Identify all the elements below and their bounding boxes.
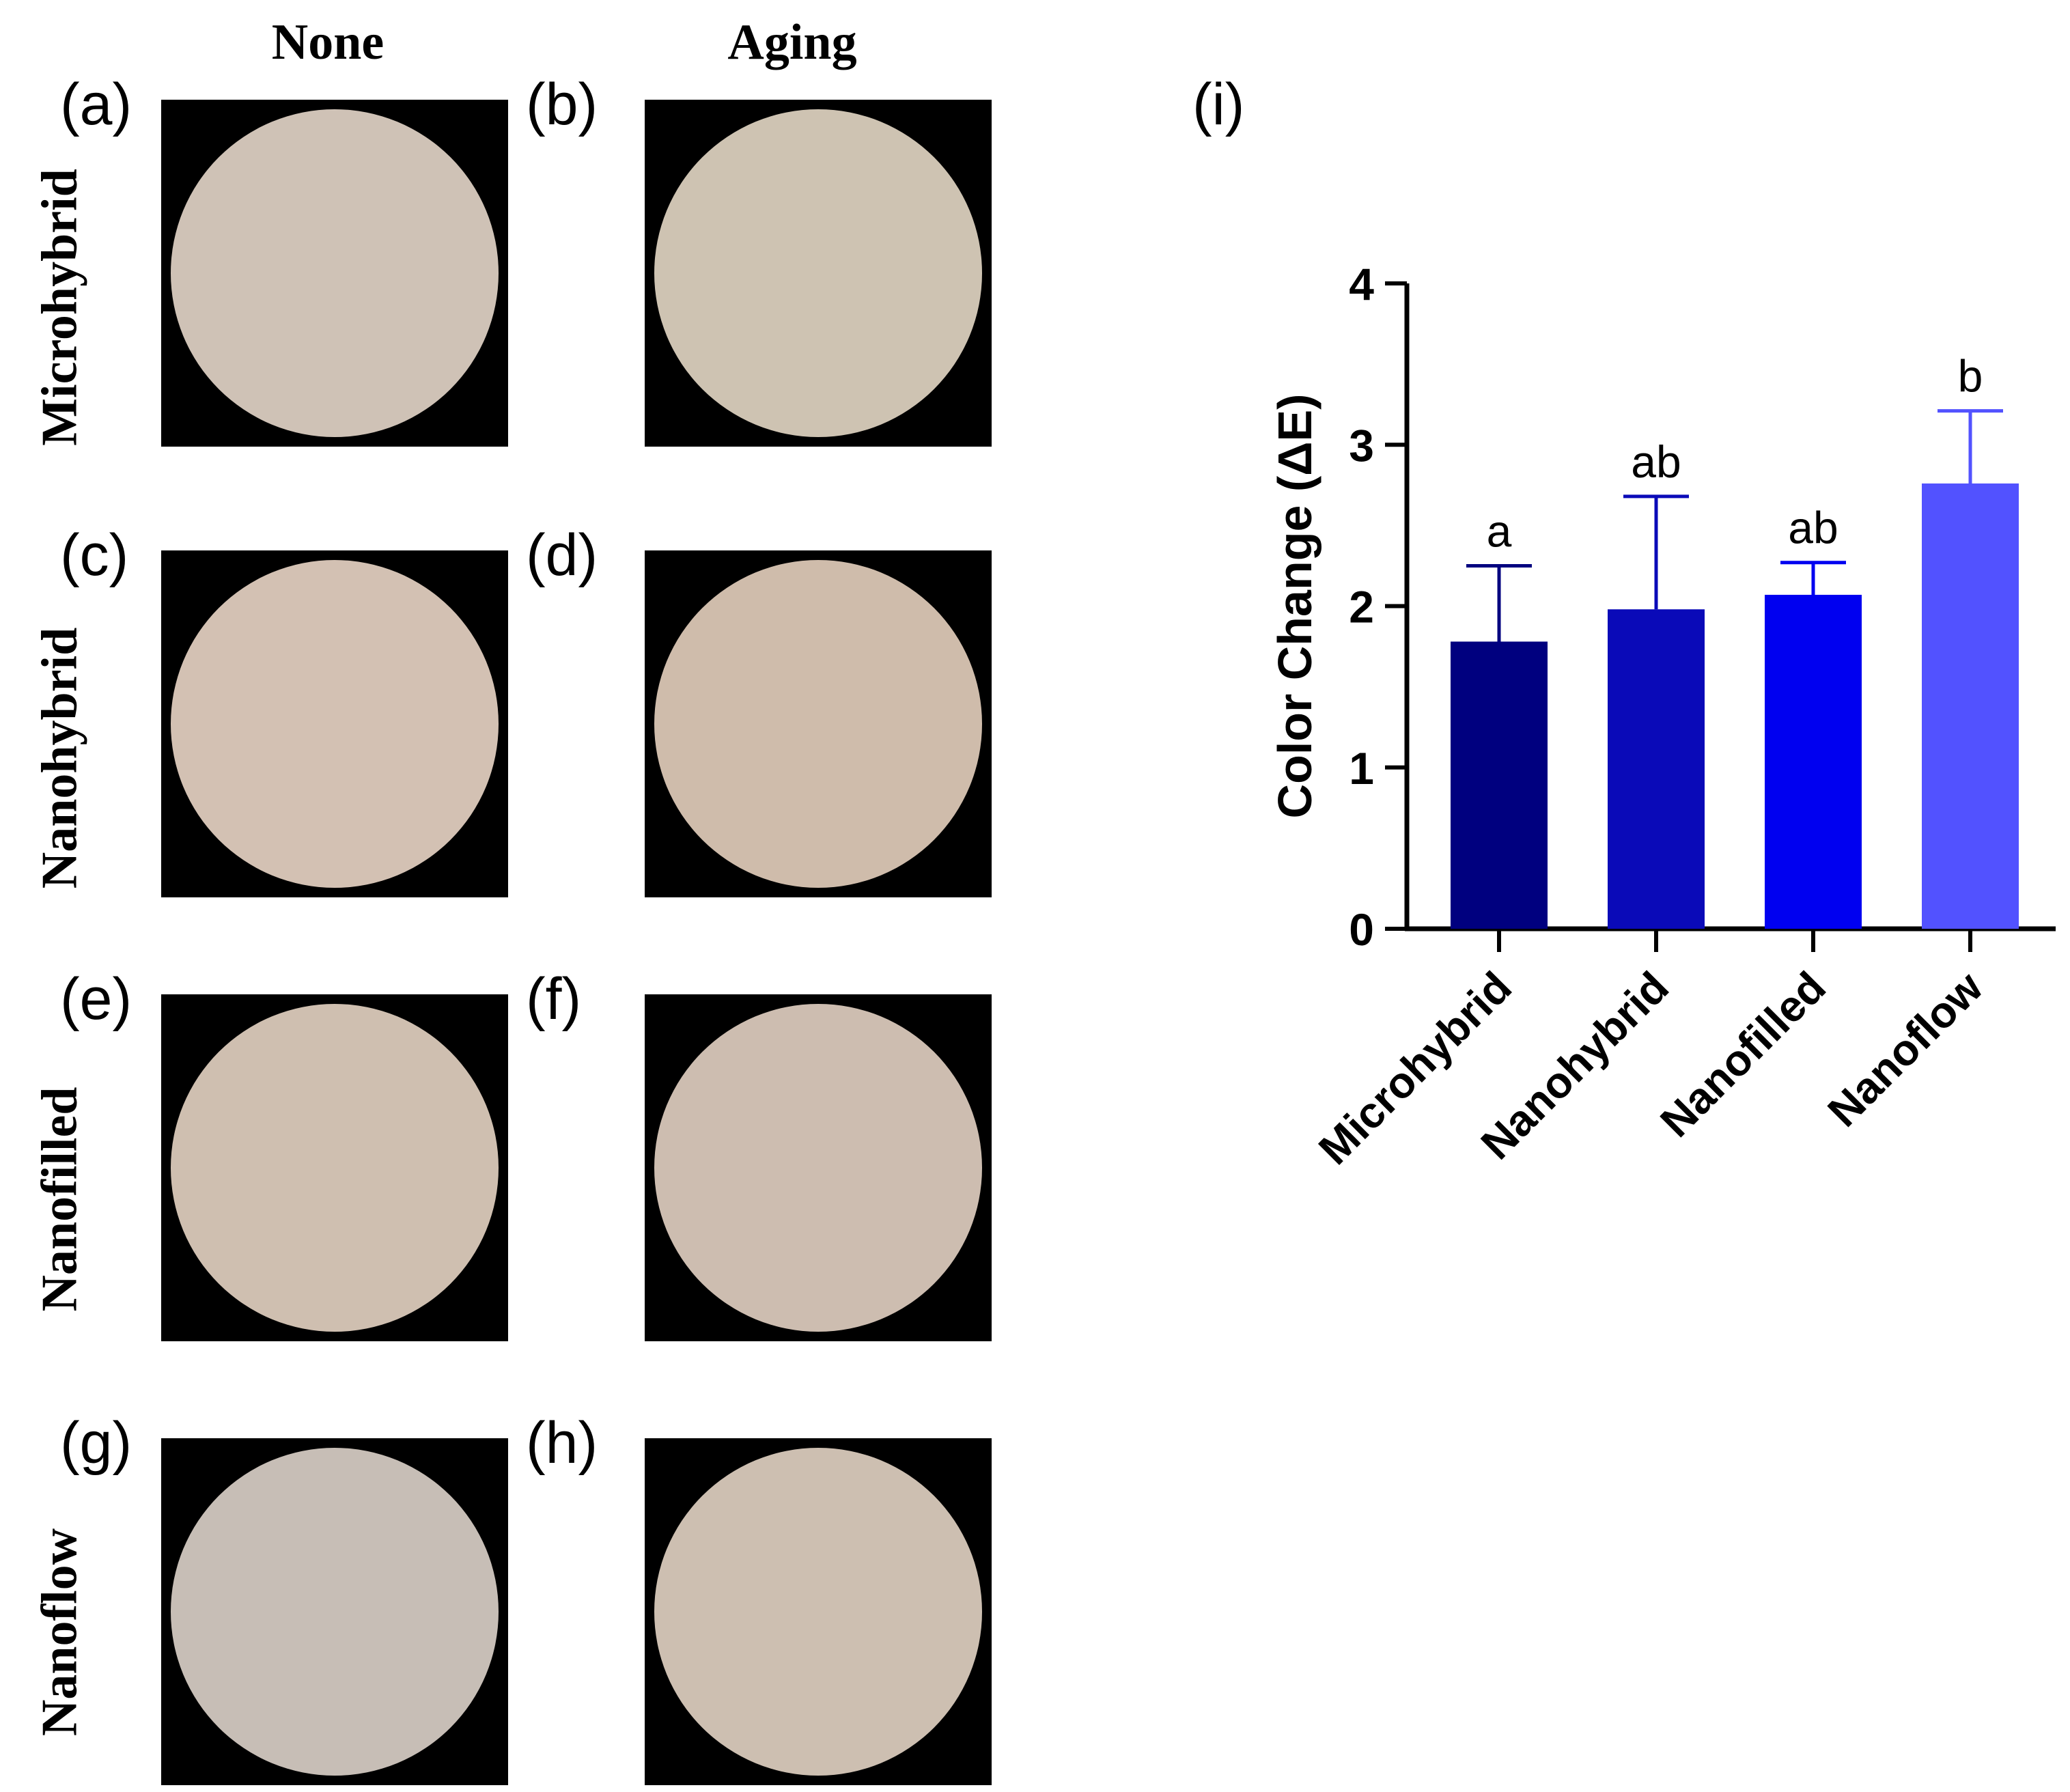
sample-disk <box>171 1004 499 1332</box>
panel-label-b: (b) <box>526 72 598 137</box>
sample-photo-d <box>645 550 992 897</box>
significance-label: a <box>1487 505 1512 556</box>
panel-label-h: (h) <box>526 1410 598 1476</box>
sample-photo-f <box>645 994 992 1341</box>
significance-label: ab <box>1631 436 1681 487</box>
row-label-microhybrid: Microhybrid <box>31 169 88 446</box>
column-header-aging: Aging <box>727 14 857 70</box>
sample-disk <box>654 560 982 888</box>
sample-disk <box>654 109 982 437</box>
y-tick-label: 3 <box>1349 420 1374 471</box>
sample-photo-a <box>161 100 508 447</box>
sample-photo-b <box>645 100 992 447</box>
bar-nanoflow <box>1922 483 2019 929</box>
panel-label-d: (d) <box>526 522 598 588</box>
bar-microhybrid <box>1451 641 1548 929</box>
sample-disk <box>654 1004 982 1332</box>
y-tick-label: 1 <box>1349 743 1374 794</box>
row-label-nanofilled: Nanofilled <box>31 1087 88 1312</box>
bar-nanohybrid <box>1608 609 1705 929</box>
sample-disk <box>171 1448 499 1776</box>
sample-photo-c <box>161 550 508 897</box>
panel-label-a: (a) <box>60 72 132 137</box>
significance-label: b <box>1958 351 1983 402</box>
significance-label: ab <box>1788 503 1838 553</box>
row-label-nanohybrid: Nanohybrid <box>31 627 88 889</box>
y-axis-label: Color Change (ΔE) <box>1268 394 1321 819</box>
panel-label-f: (f) <box>526 966 582 1032</box>
y-tick-label: 2 <box>1349 582 1374 632</box>
sample-photo-g <box>161 1438 508 1785</box>
bar-nanofilled <box>1765 594 1862 929</box>
sample-disk <box>171 109 499 437</box>
sample-photo-h <box>645 1438 992 1785</box>
sample-disk <box>171 560 499 888</box>
panel-label-e: (e) <box>60 966 132 1032</box>
x-tick-label: Nanofilled <box>1651 962 1835 1147</box>
panel-label-c: (c) <box>60 522 129 588</box>
x-tick-label: Nanoflow <box>1818 962 1992 1136</box>
y-tick-label: 0 <box>1349 904 1374 955</box>
y-tick-label: 4 <box>1349 259 1374 309</box>
panel-label-g: (g) <box>60 1410 132 1476</box>
column-header-none: None <box>271 14 384 70</box>
row-label-nanoflow: Nanoflow <box>31 1528 88 1737</box>
sample-disk <box>654 1448 982 1776</box>
panel-label-i: (i) <box>1192 72 1245 137</box>
chart-bars <box>1451 409 2019 929</box>
sample-photo-e <box>161 994 508 1341</box>
